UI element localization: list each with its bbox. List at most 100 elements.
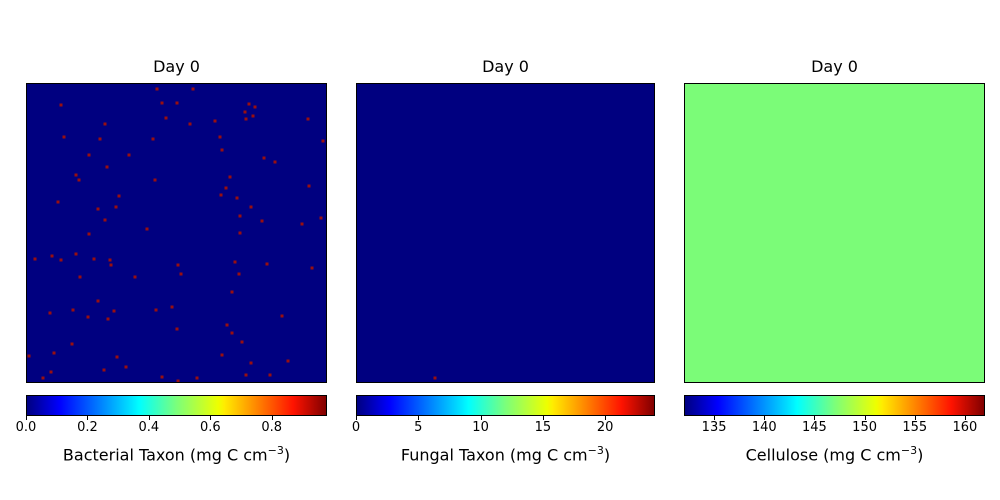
heatmap-point xyxy=(71,308,75,312)
heatmap-point xyxy=(86,315,90,319)
panel-title: Day 0 xyxy=(153,57,200,76)
heatmap-point xyxy=(230,331,234,335)
colorbar-tickmark xyxy=(814,416,816,420)
heatmap-point xyxy=(59,103,63,107)
colorbar-label-text: Cellulose (mg C cm xyxy=(745,445,901,465)
colorbar-tickmark xyxy=(864,416,866,420)
colorbar-label-text: Fungal Taxon (mg C cm xyxy=(400,445,588,465)
heatmap-point xyxy=(112,309,116,313)
heatmap-point xyxy=(319,216,323,220)
colorbar-fungal xyxy=(356,395,655,416)
colorbar-tickmark xyxy=(914,416,916,420)
heatmap-point xyxy=(108,258,112,262)
heatmap-point xyxy=(87,153,91,157)
heatmap-point xyxy=(74,252,78,256)
colorbar-label-close: ) xyxy=(603,445,611,465)
heatmap-point xyxy=(235,196,239,200)
colorbar-tick-label: 0.2 xyxy=(77,420,98,435)
colorbar-label-exponent: −3 xyxy=(587,444,604,457)
heatmap-point xyxy=(218,135,222,139)
colorbar-tick-label: 5 xyxy=(414,420,423,435)
heatmap-point xyxy=(321,139,325,143)
heatmap-field-cellulose xyxy=(684,83,985,383)
heatmap-point xyxy=(56,200,60,204)
colorbar-tick-label: 0.8 xyxy=(261,420,283,435)
colorbar-tickmark xyxy=(26,416,27,420)
heatmap-point xyxy=(244,117,248,121)
heatmap-point xyxy=(243,110,247,114)
heatmap-field-bacterial xyxy=(26,83,327,383)
heatmap-point xyxy=(48,311,52,315)
heatmap-point xyxy=(176,379,180,382)
colorbar-tick-label: 15 xyxy=(534,420,552,435)
heatmap-point xyxy=(176,263,180,267)
heatmap-point xyxy=(106,317,110,321)
heatmap-point xyxy=(154,308,158,312)
heatmap-point xyxy=(273,160,277,164)
heatmap-point xyxy=(77,178,81,182)
colorbar-tick-label: 140 xyxy=(751,420,777,435)
heatmap-point xyxy=(117,194,121,198)
colorbar-label-text: Bacterial Taxon (mg C cm xyxy=(62,445,268,465)
heatmap-point xyxy=(268,373,272,377)
heatmap-point xyxy=(244,373,248,377)
heatmap-point xyxy=(195,376,199,380)
heatmap-point xyxy=(306,117,310,121)
heatmap-point xyxy=(50,254,54,258)
heatmap-point xyxy=(103,122,107,126)
colorbar-tickmark xyxy=(418,416,420,420)
heatmap-point xyxy=(127,153,131,157)
colorbar-tickmark xyxy=(87,416,89,420)
heatmap-point xyxy=(124,365,128,369)
heatmap-point xyxy=(224,186,228,190)
colorbar-tickmark xyxy=(356,416,357,420)
colorbar-tickmark xyxy=(148,416,150,420)
heatmap-point xyxy=(247,102,251,106)
heatmap-point xyxy=(87,232,91,236)
colorbar-tickmark xyxy=(542,416,544,420)
colorbar-label-exponent: −3 xyxy=(267,444,284,457)
heatmap-point xyxy=(191,87,195,91)
colorbar-tick-label: 0.0 xyxy=(15,420,37,435)
heatmap-point xyxy=(27,354,31,358)
heatmap-point xyxy=(92,257,96,261)
colorbar-tick-label: 160 xyxy=(952,420,978,435)
heatmap-point xyxy=(238,214,242,218)
heatmap-point xyxy=(251,114,255,118)
heatmap-point xyxy=(59,258,63,262)
heatmap-point xyxy=(225,323,229,327)
colorbar-tickmark xyxy=(480,416,482,420)
colorbar-tickmark xyxy=(605,416,607,420)
heatmap-point xyxy=(179,272,183,276)
heatmap-point xyxy=(249,205,253,209)
colorbar-tickmark xyxy=(210,416,212,420)
heatmap-point xyxy=(310,266,314,270)
heatmap-point xyxy=(286,359,290,363)
heatmap-point xyxy=(238,231,242,235)
heatmap-point xyxy=(253,105,257,109)
heatmap-point xyxy=(220,148,224,152)
heatmap-point xyxy=(228,175,232,179)
colorbar-label-close: ) xyxy=(917,445,924,465)
colorbar-tick-label: 20 xyxy=(596,420,614,435)
heatmap-point xyxy=(219,193,223,197)
colorbar-bacterial xyxy=(26,395,327,416)
colorbar-tickmark xyxy=(964,416,966,420)
heatmap-point xyxy=(133,275,137,279)
heatmap-point xyxy=(280,314,284,318)
heatmap-point xyxy=(300,222,304,226)
heatmap-point xyxy=(213,119,217,123)
heatmap-point xyxy=(265,262,269,266)
heatmap-point xyxy=(78,275,82,279)
heatmap-point xyxy=(96,207,100,211)
colorbar-label-exponent: −3 xyxy=(900,444,918,457)
heatmap-point xyxy=(70,342,74,346)
heatmap-point xyxy=(145,227,149,231)
colorbar-tickmark xyxy=(271,416,273,420)
heatmap-point xyxy=(240,340,244,344)
colorbar-tickmark xyxy=(764,416,766,420)
colorbar-tick-label: 0 xyxy=(351,420,361,435)
panel-title: Day 0 xyxy=(482,57,529,76)
colorbar-tick-label: 10 xyxy=(472,420,489,435)
heatmap-point xyxy=(307,184,311,188)
